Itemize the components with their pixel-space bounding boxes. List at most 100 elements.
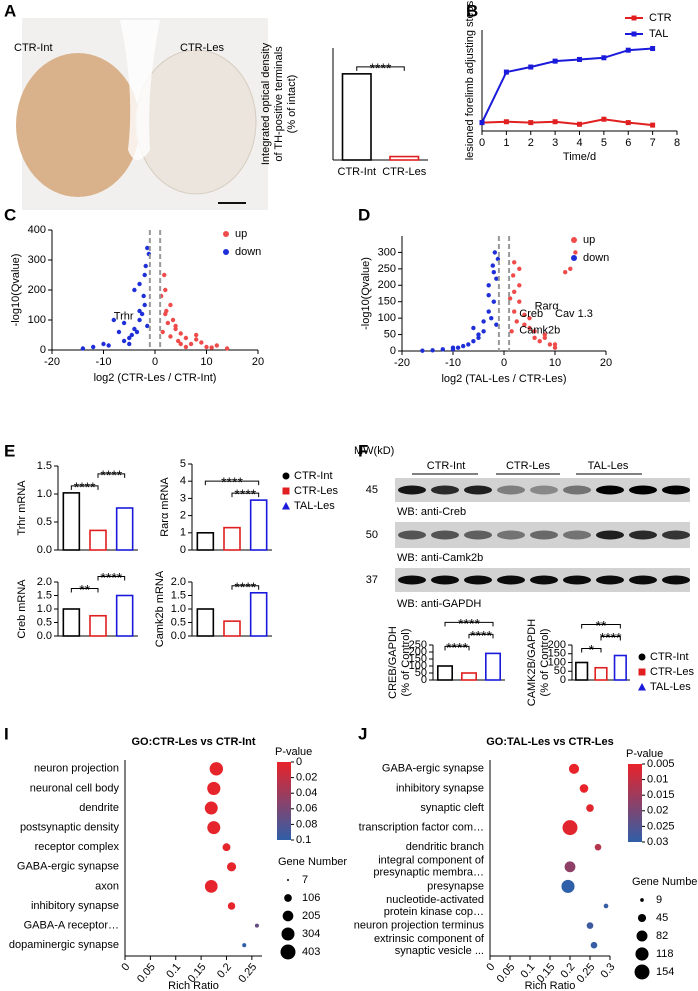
x-tick-label: 8 [674, 137, 680, 149]
y-tick-label: 0.5 [171, 616, 186, 628]
significance-bracket [444, 645, 470, 651]
point [547, 342, 553, 347]
probe-label: WB: anti-Camk2b [397, 552, 483, 564]
y-tick-label: 200 [548, 639, 566, 651]
bar [575, 661, 589, 681]
point [214, 343, 219, 348]
legend-marker [638, 668, 646, 676]
blot-band [596, 575, 624, 585]
colorbar-tick-label: 0.06 [296, 803, 317, 815]
significance-bracket [600, 636, 621, 641]
significance-label: **** [100, 570, 122, 586]
legend-marker [638, 683, 646, 691]
bubble [594, 843, 602, 851]
size-legend-marker [280, 944, 296, 960]
y-tick-label: 3 [180, 492, 186, 504]
significance-bracket [444, 621, 494, 627]
mw-marker: 50 [366, 529, 378, 541]
point [163, 287, 168, 293]
blot-band [464, 575, 492, 585]
probe-label: WB: anti-Creb [397, 506, 466, 518]
blot-band [629, 530, 657, 540]
legend-label: TAL [649, 28, 668, 40]
y-tick-label: 4 [180, 475, 186, 487]
legend-label: TAL-Les [294, 500, 335, 512]
blot-band [662, 530, 690, 540]
point [522, 312, 527, 318]
point [552, 345, 558, 350]
point [479, 120, 485, 126]
point [450, 345, 456, 350]
point [168, 302, 173, 308]
bar [196, 608, 215, 637]
y-axis-label: (% of Control) [539, 629, 551, 697]
size-legend-label: 304 [302, 928, 320, 940]
category-label: neuron projection terminus [354, 920, 485, 932]
y-axis-label: Creb mRNA [16, 579, 28, 639]
point [476, 332, 481, 337]
legend-marker [223, 249, 229, 255]
bar [613, 654, 627, 681]
category-label: GABA-ergic synapse [17, 861, 119, 873]
significance-bracket [70, 588, 99, 593]
significance-bracket [231, 492, 260, 498]
point [455, 345, 461, 350]
point [137, 308, 142, 314]
blot-group: CTR-Int [427, 460, 466, 472]
point [552, 342, 558, 347]
significance-label: ** [79, 582, 90, 598]
point [121, 320, 127, 326]
x-axis-label: log2 (TAL-Les / CTR-Les) [441, 373, 566, 385]
category-label: GABA-A receptor… [24, 920, 119, 932]
western-blot: MW(kD) CTR-Int CTR-Les TAL-Les 45 50 37 … [354, 445, 642, 610]
significance-label: **** [74, 479, 96, 495]
significance-label: **** [446, 639, 468, 655]
point [162, 272, 167, 278]
x-tick-label: -10 [96, 356, 112, 368]
point [466, 342, 471, 347]
x-tick-label: -20 [394, 357, 410, 369]
y-tick-label: 2.0 [171, 576, 186, 588]
point [165, 320, 171, 326]
x-axis-label: Rich Ratio [168, 980, 219, 991]
x-tick-label: CTR-Int [338, 166, 377, 178]
x-tick-label: 7 [650, 137, 656, 149]
y-tick-label: 0.0 [171, 630, 186, 642]
blot-band [497, 485, 525, 495]
bubble [561, 879, 575, 893]
point [91, 344, 96, 350]
blot-band [662, 485, 690, 495]
point [121, 338, 127, 344]
point [542, 332, 547, 337]
y-axis-label: Camk2b mRNA [154, 570, 166, 647]
point [509, 329, 514, 334]
point [650, 46, 656, 52]
category-label: presynapse [427, 880, 484, 892]
bubble [586, 804, 594, 812]
point [168, 334, 173, 339]
size-legend-label: 118 [656, 948, 674, 960]
category-label: integral component of [378, 855, 485, 867]
colorbar-title: P-value [626, 748, 663, 760]
significance-bracket [356, 66, 405, 71]
point [527, 325, 532, 331]
y-axis-label: lesioned forelimb adjusting steps [464, 0, 476, 160]
legend-marker [282, 472, 290, 480]
bubble [204, 880, 218, 893]
x-tick-label: 10 [200, 356, 212, 368]
category-label: inhibitory synapse [396, 782, 484, 794]
bubble [586, 922, 594, 929]
bubble [204, 801, 218, 815]
blot-band [662, 575, 690, 585]
blot-band [530, 575, 558, 585]
point [491, 269, 496, 275]
point [625, 120, 631, 126]
x-tick-label: 10 [549, 357, 561, 369]
point [430, 348, 435, 353]
point [552, 58, 558, 64]
point [137, 281, 142, 287]
point [486, 292, 491, 298]
significance-label: * [589, 642, 595, 658]
legend-marker [571, 255, 577, 261]
point [528, 64, 534, 70]
